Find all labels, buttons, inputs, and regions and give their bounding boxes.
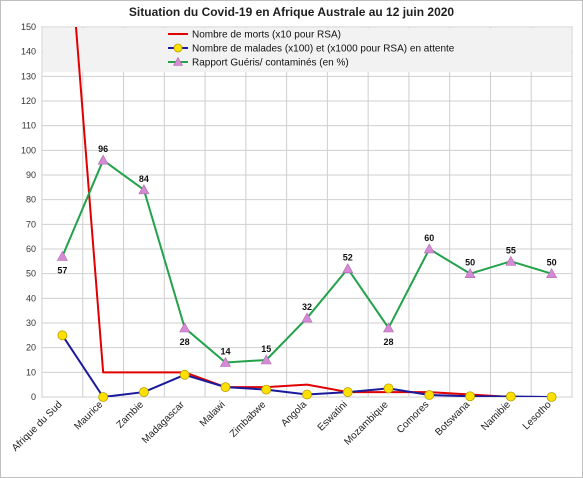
data-point: [546, 268, 558, 278]
data-point: [98, 392, 109, 402]
y-tick-label: 30: [26, 318, 36, 328]
data-point: [220, 382, 231, 393]
legend-box: [43, 28, 571, 72]
data-point: [57, 330, 68, 341]
data-point: [505, 391, 516, 402]
data-point: [261, 384, 272, 395]
data-label: 28: [384, 337, 394, 347]
data-point: [423, 243, 435, 254]
y-tick-label: 0: [31, 392, 36, 402]
data-label: 50: [547, 258, 557, 268]
x-tick-label: Angola: [279, 399, 309, 429]
data-point: [179, 369, 190, 380]
data-point: [464, 268, 476, 278]
data-label: 28: [180, 337, 190, 347]
data-label: 57: [57, 265, 67, 275]
data-point: [179, 322, 191, 333]
data-label: 14: [220, 346, 230, 356]
plot-area: [41, 26, 573, 398]
y-tick-label: 50: [26, 269, 36, 279]
legend-label: Rapport Guéris/ contaminés (en %): [192, 58, 349, 69]
x-tick-label: Zimbabwe: [228, 399, 269, 440]
data-label: 32: [302, 302, 312, 312]
x-tick-label: Afrique du Sud: [10, 399, 65, 454]
y-tick-label: 120: [21, 96, 36, 106]
legend-label: Nombre de morts (x10 pour RSA): [192, 30, 341, 41]
data-point: [138, 184, 150, 195]
data-point: [260, 354, 272, 365]
data-point: [139, 387, 149, 397]
y-tick-label: 140: [21, 47, 36, 57]
data-label: 52: [343, 253, 353, 263]
data-point: [342, 263, 354, 274]
y-tick-label: 150: [21, 22, 36, 32]
x-tick-label: Eswatini: [316, 399, 350, 433]
x-tick-label: Comores: [395, 399, 431, 435]
legend-label: Nombre de malades (x100) et (x1000 pour …: [192, 44, 455, 55]
data-label: 84: [139, 174, 149, 184]
data-point: [302, 389, 312, 400]
data-point: [97, 154, 109, 165]
x-tick-label: Namibie: [479, 399, 513, 433]
data-point: [301, 312, 313, 323]
data-point: [546, 392, 557, 402]
x-tick-label: Maurice: [72, 399, 105, 432]
data-label: 50: [465, 258, 475, 268]
data-label: 96: [98, 144, 108, 154]
x-tick-label: Mozambique: [342, 399, 391, 448]
y-tick-label: 20: [26, 343, 36, 353]
x-tick-label: Malawi: [198, 399, 228, 429]
data-point: [465, 391, 475, 402]
y-tick-label: 40: [26, 293, 36, 303]
data-point: [342, 387, 353, 397]
data-point: [383, 383, 394, 394]
y-tick-label: 70: [26, 219, 36, 229]
data-point: [505, 255, 517, 266]
data-point: [383, 322, 395, 333]
y-tick-label: 100: [21, 145, 36, 155]
x-tick-label: Zambie: [115, 399, 147, 431]
data-label: 15: [261, 344, 271, 354]
y-tick-label: 80: [26, 195, 36, 205]
x-tick-label: Botswana: [433, 399, 472, 438]
legend-marker: [172, 56, 184, 66]
y-tick-label: 10: [26, 367, 36, 377]
data-label: 55: [506, 245, 516, 255]
data-point: [56, 250, 68, 261]
legend-marker: [173, 43, 183, 53]
data-point: [424, 390, 435, 400]
y-tick-label: 60: [26, 244, 36, 254]
x-tick-label: Madagascar: [140, 399, 187, 446]
y-tick-label: 110: [22, 121, 36, 131]
x-tick-label: Lesotho: [521, 399, 554, 432]
data-label: 60: [424, 233, 434, 243]
data-point: [219, 356, 231, 367]
y-tick-label: 130: [21, 71, 36, 81]
y-tick-label: 90: [26, 170, 36, 180]
chart-title: Situation du Covid-19 en Afrique Austral…: [128, 5, 455, 19]
